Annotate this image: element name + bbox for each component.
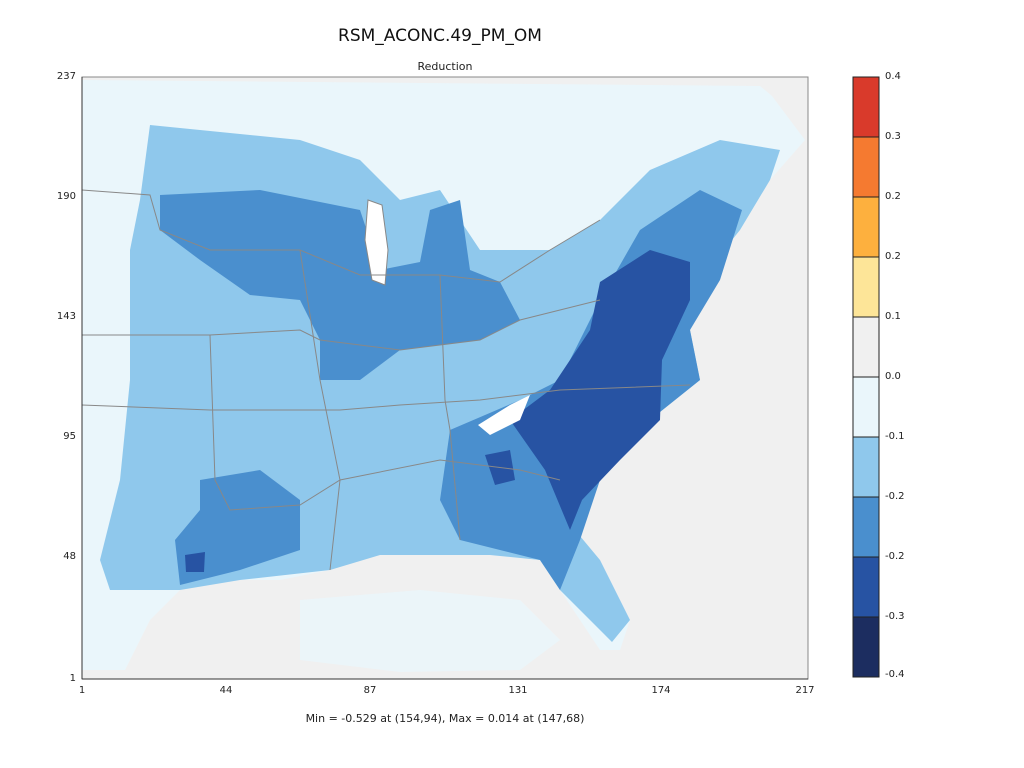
colorbar-tick: 0.2 bbox=[885, 191, 901, 202]
colorbar bbox=[852, 76, 880, 678]
x-tick-label: 217 bbox=[795, 685, 815, 696]
x-tick-label: 131 bbox=[508, 685, 528, 696]
chart-title: RSM_ACONC.49_PM_OM bbox=[338, 26, 542, 46]
chart-subtitle: Reduction bbox=[417, 60, 473, 73]
colorbar-band bbox=[852, 376, 880, 438]
x-tick-label: 44 bbox=[219, 685, 233, 696]
colorbar-band bbox=[852, 616, 880, 678]
colorbar-band bbox=[852, 556, 880, 618]
colorbar-band bbox=[852, 196, 880, 258]
y-tick-label: 48 bbox=[63, 551, 76, 562]
colorbar-tick: 0.4 bbox=[885, 71, 901, 82]
state-borders bbox=[81, 189, 691, 571]
dark-reduction-region bbox=[510, 250, 690, 530]
y-tick-label: 1 bbox=[69, 673, 76, 684]
y-tick-label: 190 bbox=[56, 191, 76, 202]
y-tick-label: 143 bbox=[56, 311, 76, 322]
y-tick-label: 237 bbox=[56, 71, 76, 82]
ocean-light-patches bbox=[300, 590, 560, 672]
x-tick-label: 1 bbox=[78, 685, 86, 696]
x-tick-label: 174 bbox=[651, 685, 671, 696]
colorbar-band bbox=[852, 256, 880, 318]
medium-reduction-southwest bbox=[175, 470, 300, 585]
lake-michigan bbox=[364, 199, 389, 286]
x-tick-label: 87 bbox=[363, 685, 377, 696]
lake-white-patch bbox=[478, 395, 530, 435]
medium-reduction-midwest bbox=[160, 190, 520, 380]
colorbar-band bbox=[852, 136, 880, 198]
y-tick-label: 95 bbox=[63, 431, 76, 442]
colorbar-tick: 0.1 bbox=[885, 311, 901, 322]
colorbar-tick: 0.2 bbox=[885, 251, 901, 262]
colorbar-tick: 0.0 bbox=[885, 371, 901, 382]
colorbar-tick: -0.2 bbox=[885, 491, 905, 502]
colorbar-tick: -0.1 bbox=[885, 431, 905, 442]
colorbar-band bbox=[852, 316, 880, 378]
min-max-summary: Min = -0.529 at (154,94), Max = 0.014 at… bbox=[305, 712, 585, 725]
colorbar-tick: 0.3 bbox=[885, 131, 901, 142]
colorbar-band bbox=[852, 76, 880, 138]
colorbar-band bbox=[852, 436, 880, 498]
colorbar-tick: -0.4 bbox=[885, 669, 905, 680]
colorbar-tick: -0.3 bbox=[885, 611, 905, 622]
colorbar-tick: -0.2 bbox=[885, 551, 905, 562]
colorbar-band bbox=[852, 496, 880, 558]
dark-reduction-spot bbox=[185, 552, 205, 572]
